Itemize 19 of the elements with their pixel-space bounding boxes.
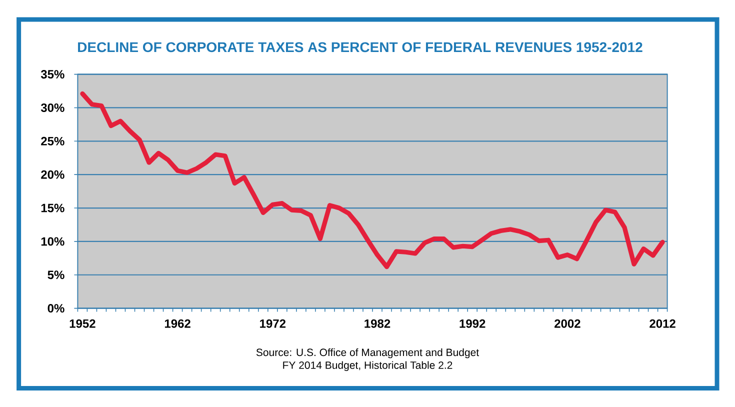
y-tick-label: 30% bbox=[40, 103, 64, 112]
y-tick-label: 20% bbox=[41, 170, 64, 179]
chart-title: DECLINE OF CORPORATE TAXES AS PERCENT OF FEDERAL REVENUES 1952-2012 bbox=[78, 42, 642, 52]
y-tick-label: 5% bbox=[48, 270, 64, 280]
x-tick-label: 1982 bbox=[364, 319, 390, 328]
source-note: Source: U.S. Office of Management and Budget bbox=[256, 348, 479, 358]
x-tick-label: 1952 bbox=[70, 319, 96, 328]
text: FY 2014 Budget, Historical Table 2.2 bbox=[283, 361, 452, 371]
line-series bbox=[80, 91, 665, 270]
x-tick-label: 1962 bbox=[164, 319, 190, 328]
x-tick-label: 1972 bbox=[260, 319, 286, 328]
y-tick-label: 0% bbox=[48, 304, 64, 313]
y-tick-label: 25% bbox=[41, 136, 64, 146]
y-tick-label: 35% bbox=[40, 70, 64, 79]
x-tick-label: 2012 bbox=[650, 319, 676, 328]
x-tick-label: 1992 bbox=[460, 319, 486, 328]
y-tick-label: 10% bbox=[41, 237, 64, 246]
x-tick-label: 2002 bbox=[554, 319, 580, 328]
y-tick-label: 15% bbox=[41, 204, 64, 212]
